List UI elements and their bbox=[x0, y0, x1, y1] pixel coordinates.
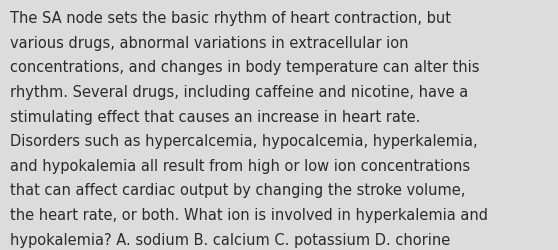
Text: that can affect cardiac output by changing the stroke volume,: that can affect cardiac output by changi… bbox=[10, 183, 465, 198]
Text: rhythm. Several drugs, including caffeine and nicotine, have a: rhythm. Several drugs, including caffein… bbox=[10, 85, 468, 100]
Text: Disorders such as hypercalcemia, hypocalcemia, hyperkalemia,: Disorders such as hypercalcemia, hypocal… bbox=[10, 134, 478, 149]
Text: various drugs, abnormal variations in extracellular ion: various drugs, abnormal variations in ex… bbox=[10, 36, 408, 51]
Text: stimulating effect that causes an increase in heart rate.: stimulating effect that causes an increa… bbox=[10, 109, 420, 124]
Text: hypokalemia? A. sodium B. calcium C. potassium D. chorine: hypokalemia? A. sodium B. calcium C. pot… bbox=[10, 232, 450, 247]
Text: the heart rate, or both. What ion is involved in hyperkalemia and: the heart rate, or both. What ion is inv… bbox=[10, 207, 488, 222]
Text: concentrations, and changes in body temperature can alter this: concentrations, and changes in body temp… bbox=[10, 60, 479, 75]
Text: and hypokalemia all result from high or low ion concentrations: and hypokalemia all result from high or … bbox=[10, 158, 470, 173]
Text: The SA node sets the basic rhythm of heart contraction, but: The SA node sets the basic rhythm of hea… bbox=[10, 11, 451, 26]
